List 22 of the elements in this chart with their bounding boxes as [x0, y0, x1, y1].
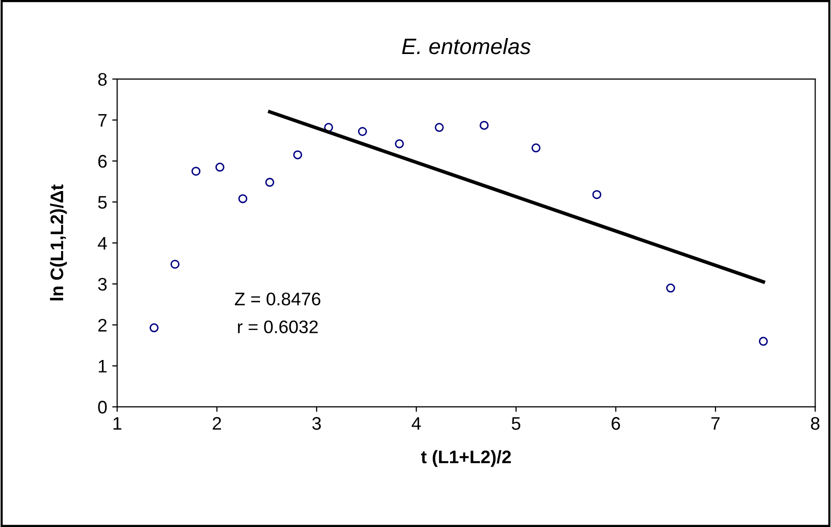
x-tick-label: 5 — [512, 417, 520, 430]
y-tick-label: 1 — [98, 360, 107, 372]
x-tick-label: 6 — [612, 417, 620, 430]
x-tick-label: 8 — [810, 417, 820, 430]
y-tick-label: 4 — [98, 237, 107, 250]
x-tick-label: 1 — [114, 417, 122, 430]
annotation: r = 0.6032 — [238, 320, 318, 334]
x-tick-label: 7 — [711, 417, 720, 430]
x-axis-title: t (L1+L2)/2 — [421, 450, 511, 467]
y-axis-title: ln C(L1,L2)/Δt — [50, 184, 67, 300]
y-tick-label: 5 — [98, 196, 107, 209]
y-tick-label: 2 — [98, 318, 107, 332]
y-tick-label: 6 — [98, 154, 107, 168]
x-tick-label: 4 — [412, 417, 421, 430]
y-tick-label: 3 — [98, 278, 107, 291]
annotation: Z = 0.8476 — [234, 292, 320, 306]
y-tick-label: 0 — [98, 400, 107, 414]
x-tick-label: 2 — [212, 417, 222, 430]
y-tick-label: 8 — [98, 72, 107, 86]
x-tick-label: 3 — [312, 417, 321, 430]
y-tick-label: 7 — [98, 114, 107, 127]
chart-title: E. entomelas — [402, 38, 531, 54]
